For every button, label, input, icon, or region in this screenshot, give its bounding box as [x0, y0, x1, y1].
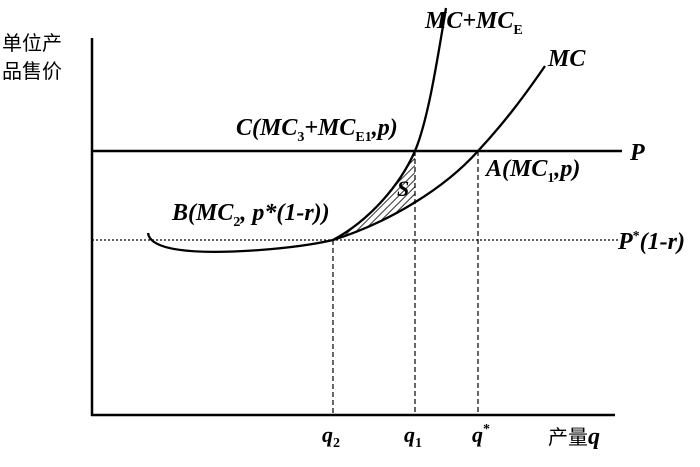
mc-curve — [146, 65, 546, 253]
mc-plus-mce-curve — [332, 7, 448, 242]
x-axis-label: 产量q — [548, 424, 600, 450]
hatched-area — [333, 151, 415, 240]
mc-label: MC — [547, 46, 586, 72]
q2-tick-label: q2 — [322, 422, 340, 451]
point-c-label: C(MC3+MCE1,p) — [236, 115, 398, 145]
y-axis-label: 单位产品售价 — [2, 31, 62, 83]
point-b-label: B(MC2, p*(1-r)) — [171, 200, 330, 230]
mc-plus-mce-label: MC+MCE — [424, 8, 523, 38]
price-label: P — [629, 140, 645, 166]
q-star-tick-label: q* — [472, 422, 490, 447]
discounted-price-label: P*(1-r) — [617, 229, 685, 255]
area-label: S — [397, 176, 409, 201]
point-a-label: A(MC1,p) — [484, 156, 580, 186]
q1-tick-label: q1 — [404, 422, 422, 451]
